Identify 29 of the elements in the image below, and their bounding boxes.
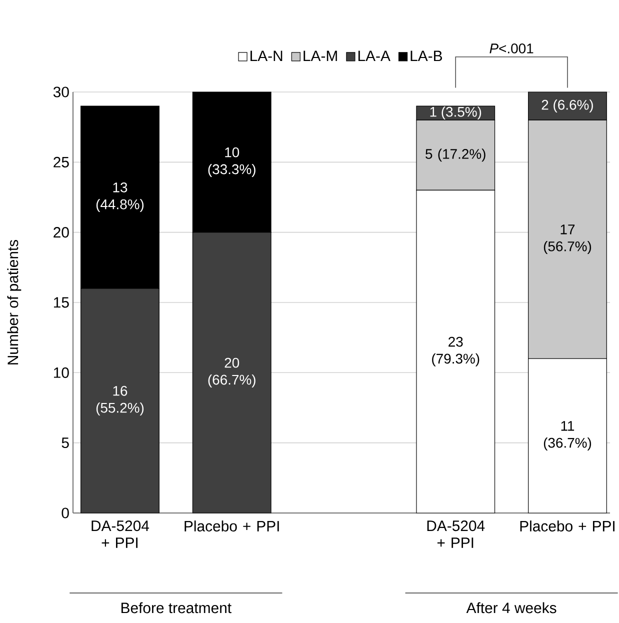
x-tick-label: DA-5204 + PPI [92,520,150,548]
data-label: 16 (55.2%) [96,386,144,416]
data-label: 23 (79.3%) [432,336,480,366]
data-label: 5 (17.2%) [426,148,486,162]
x-tick-label: Placebo + PPI [520,520,614,532]
x-tick-label: DA-5204 + PPI [427,520,485,548]
data-label: 17 (56.7%) [544,224,592,254]
data-label: 11 (36.7%) [544,421,592,451]
y-tick-label: 25 [54,156,69,168]
text: Before treatment [121,602,232,614]
legend-label: LA-B [410,50,442,62]
y-tick-label: 5 [62,438,69,448]
x-tick-label: Placebo + PPI [184,520,279,532]
legend-label: LA-M [304,50,337,62]
y-tick-label: 0 [62,508,69,518]
y-axis-title: Number of patients [7,240,22,364]
data-label: 13 (44.8%) [96,182,144,212]
y-tick-label: 30 [53,86,69,98]
data-label: 20 (66.7%) [208,358,256,388]
legend-label: LA-N [250,50,282,62]
data-label: 1 (3.5%) [430,106,482,120]
legend-label: LA-A [358,50,390,62]
data-label: 10 (33.3%) [208,147,256,177]
text: After 4 weeks [466,602,556,614]
y-tick-label: 10 [54,367,69,378]
text: P<.001 [490,44,534,54]
y-tick-label: 20 [54,227,69,238]
y-tick-label: 15 [54,297,69,308]
data-label: 2 (6.6%) [542,100,593,113]
